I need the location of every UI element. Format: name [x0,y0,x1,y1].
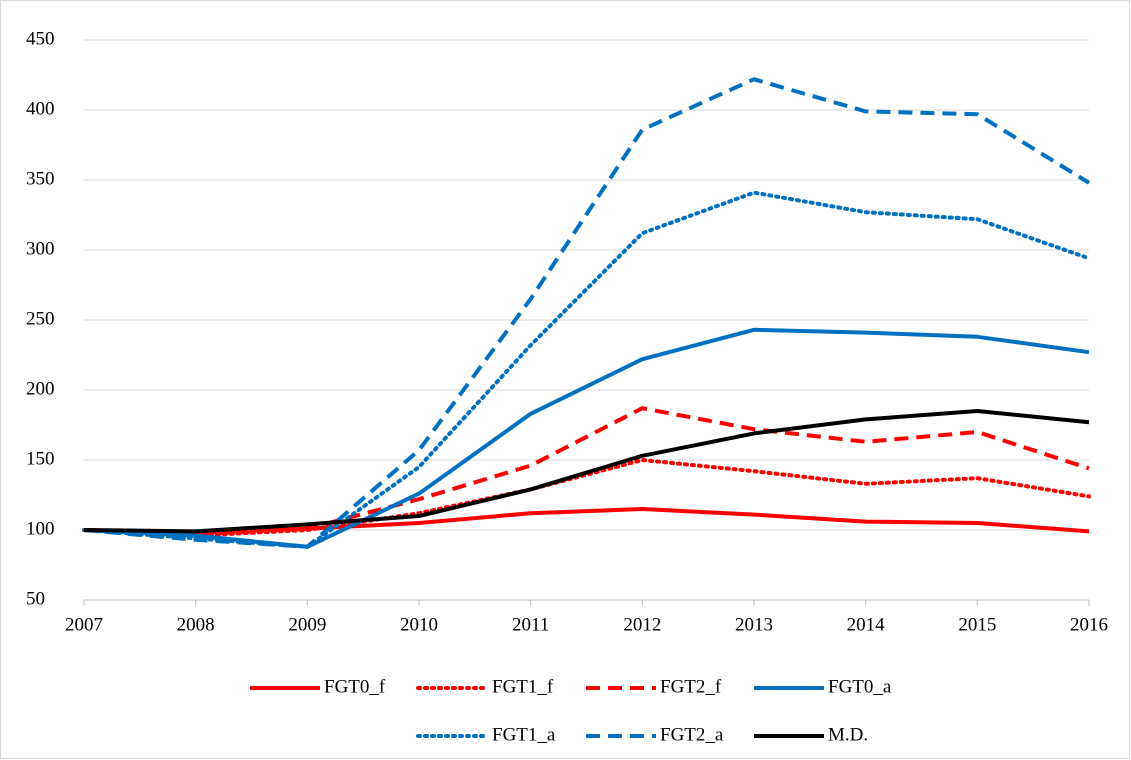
x-tick-label: 2013 [735,614,773,635]
x-tick-label: 2011 [512,614,549,635]
y-tick-label: 200 [26,378,55,399]
legend-label: FGT1_a [492,724,556,745]
legend-label: FGT2_a [660,724,724,745]
legend-label: FGT1_f [492,676,554,697]
x-tick-label: 2014 [847,614,886,635]
x-tick-label: 2016 [1070,614,1108,635]
legend-label: FGT0_a [828,676,892,697]
x-tick-label: 2010 [400,614,438,635]
data-line [83,409,1090,534]
legend-label: FGT0_f [324,676,386,697]
y-tick-label: 300 [26,238,55,259]
data-line [83,77,1091,549]
y-tick-label: 100 [26,518,55,539]
y-tick-label: 250 [26,308,55,329]
y-tick-label: 400 [26,98,55,119]
legend-label: FGT2_f [660,676,722,697]
y-tick-label: 150 [26,448,55,469]
x-tick-label: 2012 [623,614,661,635]
x-tick-label: 2009 [288,614,326,635]
x-tick-label: 2007 [65,614,103,635]
x-tick-label: 2008 [177,614,215,635]
legend-label: M.D. [828,724,868,745]
y-tick-label: 350 [26,168,55,189]
data-line [83,406,1090,537]
y-tick-label: 50 [26,588,45,609]
y-tick-label: 450 [26,28,55,49]
x-tick-label: 2015 [958,614,996,635]
